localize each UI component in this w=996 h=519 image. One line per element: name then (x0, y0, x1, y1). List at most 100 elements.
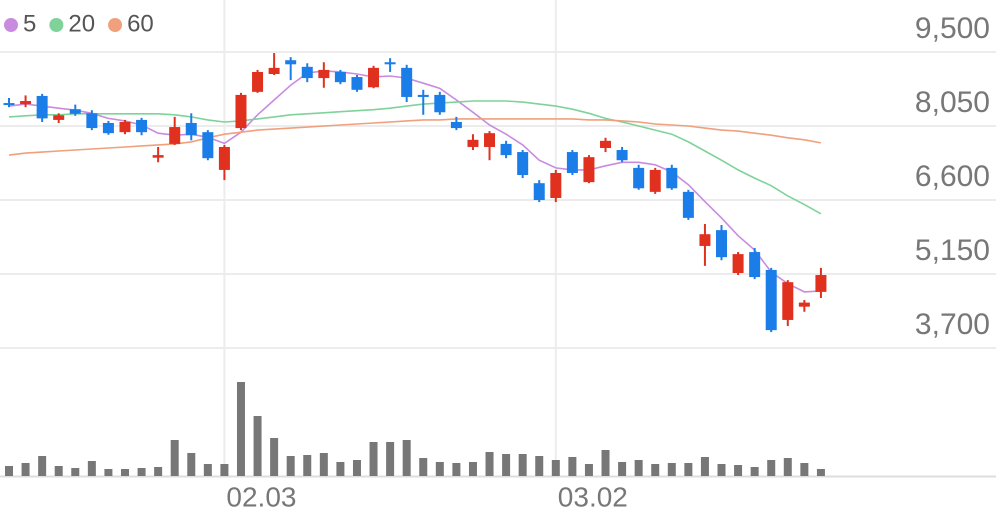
legend-label: 5 (23, 10, 36, 37)
volume-bar (104, 469, 113, 476)
candle-body (86, 113, 98, 129)
legend-marker (4, 18, 18, 32)
volume-bar (253, 416, 262, 476)
y-tick-label: 5,150 (915, 234, 990, 267)
candle-body (815, 275, 827, 292)
candle-body (765, 269, 777, 331)
candle-body (3, 103, 15, 106)
volume-bar (54, 466, 63, 476)
legend-marker (108, 18, 123, 32)
candle-body (682, 191, 694, 218)
volume-bar (518, 454, 527, 476)
candle-body (102, 122, 114, 134)
candle-body (20, 101, 32, 105)
volume-bar (551, 460, 560, 476)
volume-bar (386, 442, 395, 476)
volume-bar (369, 442, 378, 476)
ma-line (8, 100, 822, 215)
candle-body (566, 152, 578, 173)
candle-body (417, 94, 429, 97)
volume-bar (435, 462, 444, 476)
volume-bar (767, 460, 776, 476)
volume-bar (236, 382, 245, 476)
candle-body (782, 282, 794, 320)
candle-body (202, 132, 214, 159)
volume-bar (170, 440, 179, 476)
candle-body (616, 150, 628, 161)
volume-bar (137, 468, 146, 476)
volume-bar (468, 462, 477, 476)
candle-body (484, 133, 496, 147)
volume-bar (154, 467, 163, 476)
candle-body (450, 121, 462, 129)
candle-body (351, 77, 363, 90)
candle-body (268, 67, 280, 74)
candle-body (36, 95, 48, 119)
candle-body (749, 252, 761, 278)
volume-bar (71, 468, 80, 476)
candle-body (368, 67, 380, 88)
volume-bar (21, 463, 30, 476)
candle-body (517, 152, 529, 176)
x-tick-label: 02.03 (226, 481, 296, 512)
volume-bar (485, 452, 494, 476)
volume-bar (750, 467, 759, 476)
candle-body (434, 94, 446, 113)
candle-body (152, 155, 164, 158)
candle-body (550, 172, 562, 198)
candle-body (119, 121, 131, 133)
volume-bar (717, 464, 726, 476)
volume-bar (38, 456, 47, 476)
candle-body (699, 234, 711, 246)
volume-bar (402, 440, 411, 476)
candle-body (318, 69, 330, 79)
candle-body (798, 302, 810, 307)
candle-body (218, 146, 230, 170)
candle-body (633, 167, 645, 189)
candle-body (467, 139, 479, 147)
legend-label: 60 (127, 10, 154, 37)
candle-body (649, 169, 661, 192)
volume-bar (502, 454, 511, 476)
volume-bar (187, 453, 196, 476)
volume-bar (734, 465, 743, 476)
volume-bar (684, 463, 693, 476)
candle-body (533, 183, 545, 201)
candle-body (69, 109, 81, 114)
volume-bar (419, 458, 428, 476)
volume-bar (286, 456, 295, 476)
candle-body (666, 167, 678, 189)
candle-body (235, 94, 247, 129)
legend-label: 20 (68, 10, 95, 37)
volume-bar (452, 463, 461, 476)
candle-body (583, 157, 595, 183)
volume-bar (634, 460, 643, 476)
candle-body (500, 143, 512, 156)
candle-body (716, 230, 728, 258)
volume-bar (816, 469, 825, 476)
candle-body (401, 67, 413, 97)
candle-body (169, 127, 181, 144)
volume-bar (800, 463, 809, 476)
x-tick-label: 03.02 (558, 481, 628, 512)
volume-bar (667, 463, 676, 476)
candle-body (334, 71, 346, 83)
volume-bar (568, 457, 577, 476)
volume-bar (618, 462, 627, 476)
volume-bar (601, 450, 610, 476)
y-tick-label: 8,050 (915, 86, 990, 119)
ma-line (8, 70, 821, 293)
candle-body (285, 60, 297, 65)
y-tick-label: 3,700 (915, 308, 990, 341)
y-tick-label: 6,600 (915, 160, 990, 193)
volume-bar (700, 457, 709, 476)
volume-bar (5, 466, 13, 476)
volume-bar (220, 464, 229, 476)
candle-body (252, 71, 264, 92)
volume-bar (270, 438, 279, 476)
legend-marker (49, 18, 64, 32)
volume-bar (87, 461, 96, 476)
volume-bar (535, 456, 544, 476)
candle-body (136, 119, 148, 133)
